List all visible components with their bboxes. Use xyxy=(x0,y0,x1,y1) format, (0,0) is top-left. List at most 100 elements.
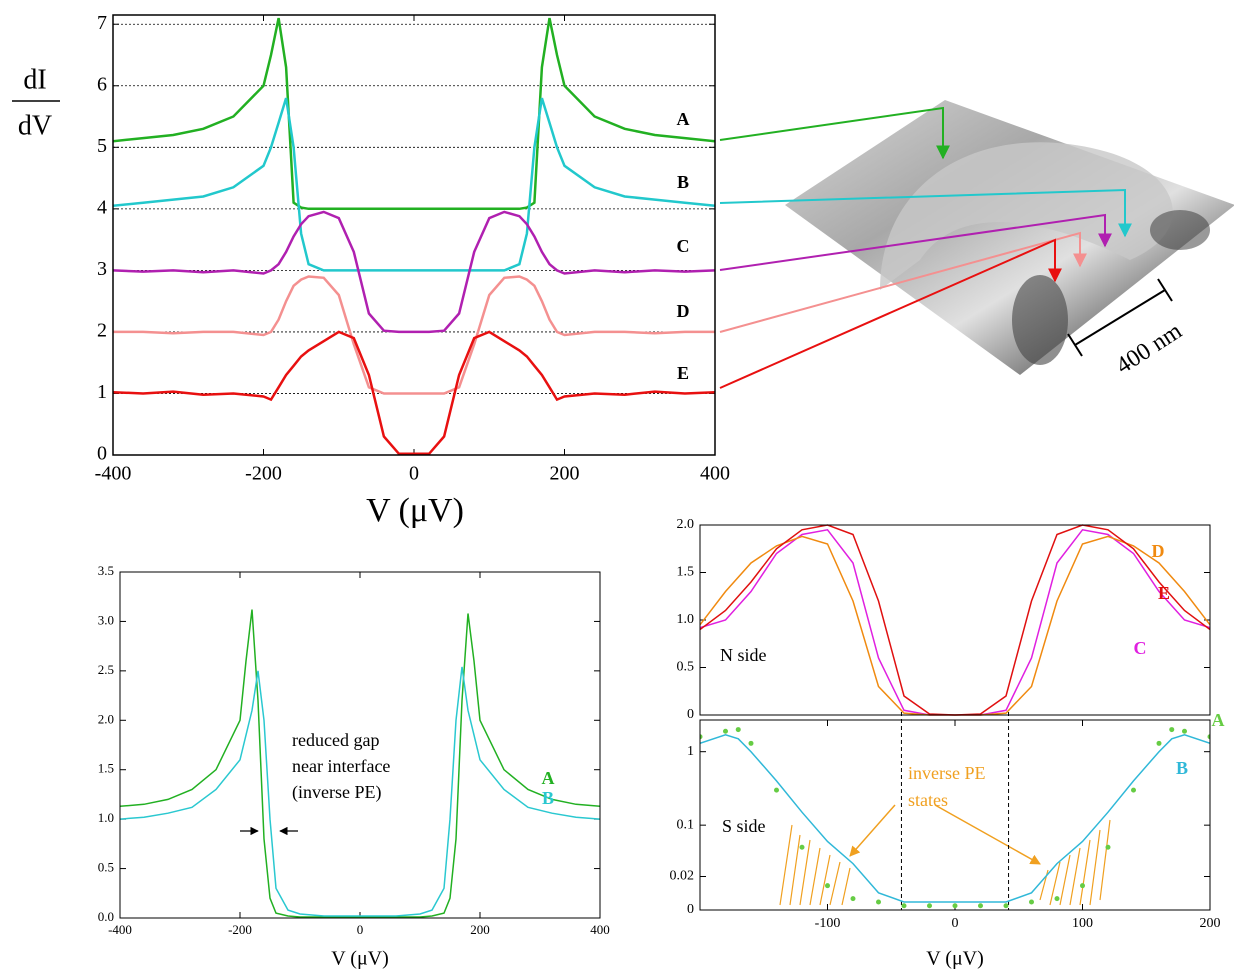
series-label: C xyxy=(677,236,690,256)
arrow xyxy=(934,804,1041,865)
x-tick-label: -100 xyxy=(815,916,841,931)
series-line xyxy=(120,666,600,917)
chart: 0.0 0.5 1.0 1.5 2.0 2.5 3.0 3.5 -400 -200 0 200 400 A… xyxy=(98,563,610,970)
annotation: S side xyxy=(722,816,766,836)
y-tick-label: 6 xyxy=(97,73,107,95)
data-point xyxy=(1207,734,1210,740)
scale-label: 400 nm xyxy=(1112,318,1187,380)
data-point xyxy=(901,903,907,909)
series-label: E xyxy=(677,363,689,383)
hatching xyxy=(779,819,1111,906)
annotation: (inverse PE) xyxy=(292,782,381,803)
y-tick-label: 1 xyxy=(97,381,107,403)
data-point xyxy=(825,883,830,889)
y-tick-label: 1.5 xyxy=(98,761,114,776)
y-tick-label: 7 xyxy=(97,12,107,34)
series-line xyxy=(113,330,715,456)
data-point xyxy=(1156,740,1162,746)
arrow xyxy=(719,106,950,160)
y-axis-label: dI xyxy=(23,64,46,95)
arrow xyxy=(719,188,1132,238)
data-point xyxy=(799,844,805,850)
x-axis-label: V (μV) xyxy=(926,948,984,970)
series-label: A xyxy=(1212,710,1225,730)
afm-image: 400 nm xyxy=(785,100,1234,379)
series-line xyxy=(700,734,1210,903)
x-tick-label: 100 xyxy=(1072,916,1093,931)
data-point xyxy=(876,899,881,905)
data-point xyxy=(1029,899,1034,905)
data-point xyxy=(1169,727,1175,733)
y-tick-label: 2.5 xyxy=(98,662,114,677)
data-point xyxy=(1131,787,1136,793)
x-axis-label: V (μV) xyxy=(331,948,389,970)
y-tick-label: 0 xyxy=(687,902,694,917)
series-label: B xyxy=(542,788,554,808)
data-point xyxy=(748,740,754,746)
y-axis-label: dV xyxy=(18,110,52,141)
chart: 0 0.02 0.1 1 -100 0 100 200 A B V (μV) inverse PE st… xyxy=(670,710,1225,969)
y-tick-label: 1 xyxy=(687,744,694,759)
data-point xyxy=(850,896,856,902)
data-point xyxy=(927,903,932,909)
x-tick-label: 200 xyxy=(1200,916,1221,931)
series-label: B xyxy=(1176,758,1188,778)
series-label: D xyxy=(677,301,690,321)
plot-area xyxy=(700,727,1210,909)
x-tick-label: 0 xyxy=(952,916,959,931)
x-axis-label: V (μV) xyxy=(366,492,464,529)
y-tick-label: 5 xyxy=(97,135,107,157)
y-tick-label: 2.0 xyxy=(98,711,114,726)
series-line xyxy=(700,528,1210,716)
y-tick-label: 3.0 xyxy=(98,612,114,627)
series-line xyxy=(120,609,600,918)
plot-frame xyxy=(119,571,601,919)
x-tick-label: 200 xyxy=(550,463,580,485)
plot-area xyxy=(120,609,600,918)
x-tick-label: 200 xyxy=(470,922,490,937)
y-tick-label: 1.0 xyxy=(98,810,114,825)
y-tick-label: 0.02 xyxy=(670,869,695,884)
surface-ridge xyxy=(880,142,1173,290)
arrow xyxy=(719,213,1112,271)
series-label: B xyxy=(677,172,689,192)
x-tick-label: 400 xyxy=(700,463,730,485)
series-line xyxy=(113,210,715,334)
data-point xyxy=(952,903,958,909)
data-point xyxy=(1182,728,1187,734)
surface-shadow xyxy=(1012,275,1068,365)
surface-shadow xyxy=(1150,210,1210,250)
series-label: C xyxy=(1134,638,1147,658)
arrow xyxy=(719,231,1087,333)
series-label: A xyxy=(542,768,555,788)
data-point xyxy=(978,903,983,909)
series-line xyxy=(113,275,715,395)
series-line xyxy=(700,535,1210,716)
x-tick-label: 400 xyxy=(590,922,610,937)
scale-bar xyxy=(1157,278,1173,302)
x-tick-label: -400 xyxy=(108,922,132,937)
y-tick-label: 4 xyxy=(97,196,107,218)
arrow xyxy=(719,238,1062,389)
y-tick-label: 0 xyxy=(687,707,694,722)
y-tick-label: 0.5 xyxy=(677,660,695,675)
chart: 0 1 2 3 4 5 6 7 -400 -200 0 200 400 A B C D E V (μV) dI dV xyxy=(12,12,730,529)
plot-area xyxy=(113,17,715,456)
plot-frame xyxy=(699,719,1211,911)
annotation: reduced gap xyxy=(292,730,379,750)
data-point xyxy=(723,728,728,734)
plot-frame xyxy=(112,14,716,456)
y-tick-label: 3 xyxy=(97,258,107,280)
y-tick-label: 1.0 xyxy=(677,612,695,627)
annotation: near interface xyxy=(292,756,390,776)
x-tick-label: 0 xyxy=(409,463,419,485)
series-label: A xyxy=(677,109,690,129)
y-tick-label: 0.0 xyxy=(98,909,114,924)
data-point xyxy=(700,734,703,740)
annotation: N side xyxy=(720,645,767,665)
scale-bar xyxy=(1067,333,1083,357)
y-tick-label: 2.0 xyxy=(677,517,695,532)
plot-area xyxy=(700,524,1210,716)
y-tick-label: 0.5 xyxy=(98,860,114,875)
